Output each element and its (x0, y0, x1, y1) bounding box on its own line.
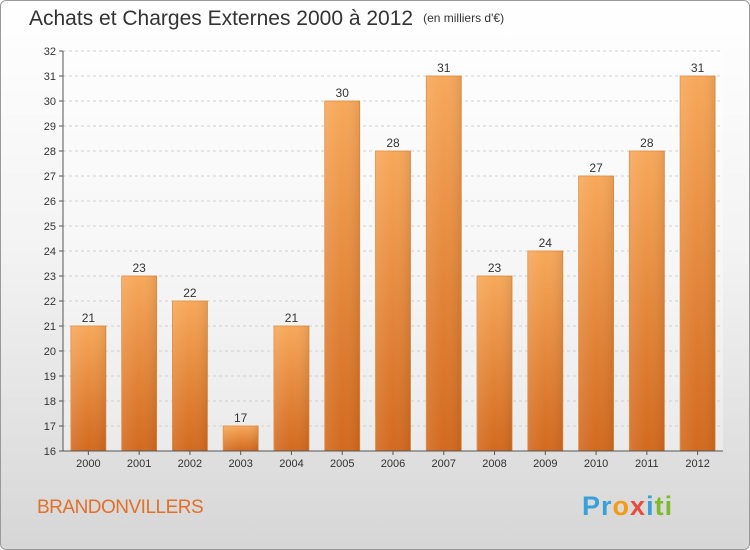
chart-subtitle: (en milliers d'€) (423, 11, 505, 25)
y-tick-label: 22 (44, 296, 56, 308)
bar-shine (680, 76, 716, 451)
y-tick-label: 28 (44, 146, 56, 158)
x-tick-label: 2000 (76, 458, 100, 470)
data-label: 27 (589, 161, 603, 175)
bar-shine (273, 326, 309, 451)
data-label: 21 (285, 311, 299, 325)
logo-letter: x (630, 491, 647, 521)
y-tick-label: 27 (44, 171, 56, 183)
bar-shine (426, 76, 462, 451)
bar-shine (223, 426, 259, 451)
bar-shine (629, 151, 665, 451)
x-tick-label: 2011 (635, 458, 659, 470)
x-tick-label: 2005 (330, 458, 354, 470)
data-label: 21 (82, 311, 96, 325)
bar-shine (70, 326, 106, 451)
y-tick-label: 30 (44, 96, 56, 108)
y-tick-label: 16 (44, 446, 56, 458)
chart-title-text: Achats et Charges Externes 2000 à 2012 (29, 7, 414, 30)
y-tick-label: 26 (44, 196, 56, 208)
x-tick-label: 2006 (381, 458, 405, 470)
y-tick-label: 23 (44, 271, 56, 283)
y-tick-label: 31 (44, 71, 56, 83)
y-tick-label: 20 (44, 346, 56, 358)
logo-letter: o (612, 491, 631, 521)
y-tick-label: 32 (44, 46, 56, 58)
x-tick-label: 2003 (228, 458, 252, 470)
y-tick-label: 17 (44, 421, 56, 433)
bar-shine (375, 151, 411, 451)
data-label: 28 (386, 136, 400, 150)
logo-letter: i (664, 491, 674, 521)
x-tick-label: 2010 (584, 458, 608, 470)
bar-shine (578, 176, 614, 451)
x-tick-label: 2002 (178, 458, 202, 470)
logo-letter: i (646, 491, 655, 521)
bar-shine (324, 101, 360, 451)
logo-letter: P (582, 491, 602, 521)
y-tick-label: 29 (44, 121, 56, 133)
y-tick-label: 19 (44, 371, 56, 383)
y-tick-label: 25 (44, 221, 56, 233)
x-tick-label: 2008 (482, 458, 506, 470)
data-label: 30 (336, 86, 350, 100)
data-label: 24 (539, 236, 553, 250)
data-label: 22 (183, 286, 197, 300)
data-label: 31 (691, 61, 705, 75)
data-label: 23 (132, 261, 146, 275)
data-label: 23 (488, 261, 502, 275)
x-tick-label: 2012 (685, 458, 709, 470)
y-tick-label: 24 (44, 246, 56, 258)
x-tick-label: 2004 (279, 458, 303, 470)
x-tick-label: 2001 (127, 458, 151, 470)
bar-shine (172, 301, 208, 451)
data-label: 31 (437, 61, 451, 75)
y-tick-label: 21 (44, 321, 56, 333)
y-tick-label: 18 (44, 396, 56, 408)
proxiti-logo: Proxiti (582, 491, 673, 522)
bar-shine (121, 276, 157, 451)
bar-shine (527, 251, 563, 451)
city-name: BRANDONVILLERS (37, 497, 204, 518)
bar-shine (477, 276, 513, 451)
logo-letter: t (654, 491, 665, 521)
x-tick-label: 2007 (432, 458, 456, 470)
logo-letter: r (601, 491, 613, 521)
chart-title: Achats et Charges Externes 2000 à 2012 (e… (29, 7, 504, 31)
data-label: 28 (640, 136, 654, 150)
data-label: 17 (234, 411, 248, 425)
x-tick-label: 2009 (533, 458, 557, 470)
